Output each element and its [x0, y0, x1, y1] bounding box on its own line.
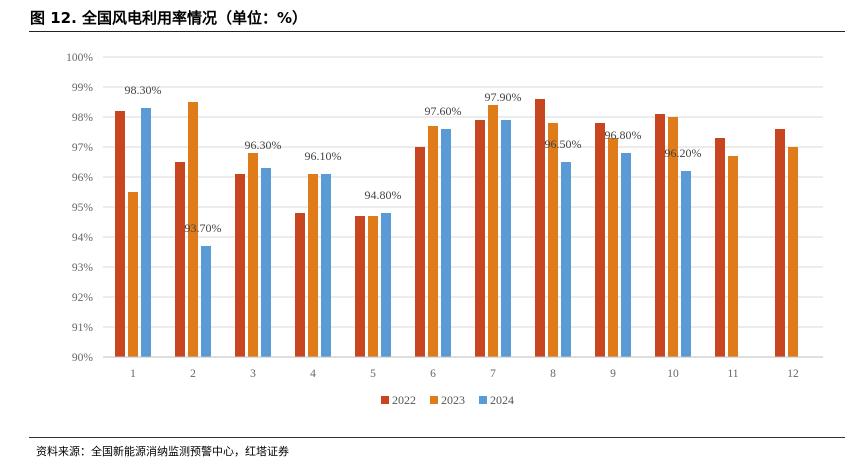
data-label: 98.30% [125, 83, 162, 97]
x-tick-label: 10 [667, 368, 679, 380]
bar-2023-9 [608, 138, 618, 357]
y-tick-label: 90% [72, 352, 94, 364]
x-tick-label: 9 [610, 368, 616, 380]
bar-2024-8 [561, 162, 571, 357]
legend-swatch-2022 [381, 396, 389, 404]
data-label: 97.90% [485, 90, 522, 104]
bar-2022-10 [655, 114, 665, 357]
bar-2023-6 [428, 126, 438, 357]
legend-label-2024: 2024 [490, 393, 514, 407]
x-tick-label: 3 [250, 368, 256, 380]
x-tick-label: 7 [490, 368, 496, 380]
x-axis: 1 2 3 4 5 6 7 8 9 10 11 12 [103, 356, 823, 380]
bars [115, 99, 798, 357]
bar-2022-3 [235, 174, 245, 357]
bar-2022-7 [475, 120, 485, 357]
y-tick-label: 92% [72, 292, 94, 304]
legend-swatch-2023 [430, 396, 438, 404]
data-label: 96.80% [605, 128, 642, 142]
bar-2023-2 [188, 102, 198, 357]
bar-2024-10 [681, 171, 691, 357]
x-tick-label: 2 [190, 368, 196, 380]
legend-label-2023: 2023 [441, 393, 465, 407]
x-tick-label: 5 [370, 368, 376, 380]
bar-2024-2 [201, 246, 211, 357]
x-tick-label: 12 [787, 368, 799, 380]
data-label: 96.30% [245, 138, 282, 152]
bar-2022-6 [415, 147, 425, 357]
legend-label-2022: 2022 [392, 393, 416, 407]
y-tick-label: 95% [72, 202, 94, 214]
bar-2023-11 [728, 156, 738, 357]
y-tick-label: 99% [72, 82, 94, 94]
bar-2024-7 [501, 120, 511, 357]
y-tick-label: 100% [66, 52, 93, 64]
bar-2023-3 [248, 153, 258, 357]
y-tick-label: 97% [72, 142, 94, 154]
data-labels: 98.30% 93.70% 96.30% 96.10% 94.80% 97.60% 97.9… [125, 83, 702, 235]
bar-2022-5 [355, 216, 365, 357]
bar-2024-3 [261, 168, 271, 357]
title-rule [29, 31, 845, 32]
x-tick-label: 6 [430, 368, 436, 380]
legend: 2022 2023 2024 [381, 393, 514, 407]
bar-2024-4 [321, 174, 331, 357]
data-label: 96.10% [305, 149, 342, 163]
data-label: 93.70% [185, 221, 222, 235]
bar-2023-12 [788, 147, 798, 357]
bar-2024-1 [141, 108, 151, 357]
bar-2022-11 [715, 138, 725, 357]
bar-2023-1 [128, 192, 138, 357]
bar-2022-9 [595, 123, 605, 357]
bar-2023-4 [308, 174, 318, 357]
y-tick-label: 96% [72, 172, 94, 184]
y-tick-label: 94% [72, 232, 94, 244]
y-tick-label: 91% [72, 322, 94, 334]
bar-2022-2 [175, 162, 185, 357]
grid-lines [103, 56, 823, 328]
source-note: 资料来源：全国新能源消纳监测预警中心，红塔证券 [36, 445, 289, 458]
bar-2023-7 [488, 105, 498, 357]
bar-2023-8 [548, 123, 558, 357]
bar-2022-4 [295, 213, 305, 357]
y-tick-label: 93% [72, 262, 94, 274]
bar-2024-6 [441, 129, 451, 357]
data-label: 96.20% [665, 146, 702, 160]
legend-swatch-2024 [479, 396, 487, 404]
bar-2022-12 [775, 129, 785, 357]
data-label: 94.80% [365, 188, 402, 202]
x-tick-label: 8 [550, 368, 556, 380]
x-tick-label: 4 [310, 368, 316, 380]
x-tick-label: 1 [130, 368, 136, 380]
source-rule [29, 437, 845, 438]
data-label: 96.50% [545, 137, 582, 151]
bar-2024-5 [381, 213, 391, 357]
x-tick-label: 11 [727, 368, 738, 380]
bar-2022-1 [115, 111, 125, 357]
bar-2023-10 [668, 117, 678, 357]
data-label: 97.60% [425, 104, 462, 118]
bar-2024-9 [621, 153, 631, 357]
bar-2023-5 [368, 216, 378, 357]
figure-title: 图 12. 全国风电利用率情况（单位：%） [30, 9, 308, 27]
bar-2022-8 [535, 99, 545, 357]
y-axis: 90% 91% 92% 93% 94% 95% 96% 97% 98% 99% 100% [66, 52, 93, 364]
y-tick-label: 98% [72, 112, 94, 124]
